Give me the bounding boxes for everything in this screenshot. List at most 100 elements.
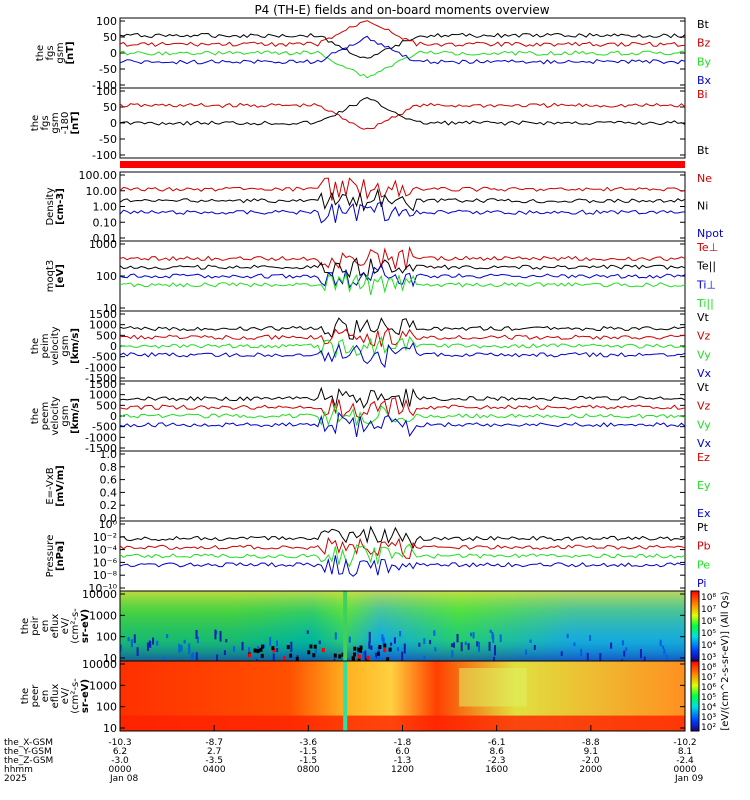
ion-noise-cell (621, 640, 624, 646)
ion-noise-cell (492, 634, 495, 643)
ion-dropout-cell (388, 647, 392, 652)
trace-Vy (119, 335, 686, 358)
legend-entry: Bt (697, 18, 710, 31)
trace-Vt (119, 317, 686, 340)
panel-3: 100.00 10.00 1.00 0.10 0.01 Density [cm-3] Ne Ni… (45, 169, 724, 245)
y-tick-label: 10.00 (86, 185, 118, 198)
legend-entry: Vz (697, 330, 711, 343)
y-tick-label: 1000 (89, 389, 117, 402)
ion-noise-cell (314, 649, 317, 654)
ion-dropout-cell (353, 652, 357, 657)
x-row-label: hhmm (4, 765, 33, 775)
ion-noise-cell (467, 643, 470, 650)
ion-noise-cell (133, 634, 136, 644)
y-axis-label-line: en (40, 620, 51, 633)
ion-noise-cell (241, 641, 244, 651)
y-axis-label-line: [nT] (70, 111, 81, 134)
colorbar-tick-label: 10³ (701, 653, 716, 663)
y-tick-label: 100.00 (79, 169, 118, 182)
legend-entry: Pi (697, 577, 706, 590)
legend-entry: Te|| (696, 260, 716, 273)
ion-noise-cell (368, 631, 371, 643)
ion-dropout-cell (272, 648, 276, 653)
legend-entry: Ti|| (696, 297, 714, 310)
trace-Vz (119, 327, 686, 347)
trace-Ni (119, 188, 686, 212)
y-axis-label-line: [km/s] (70, 398, 81, 434)
y-tick-label: 1000 (89, 238, 117, 251)
y-tick-label: 0.10 (93, 216, 118, 229)
x-row-value: -8.8 (582, 738, 600, 748)
x-row-value: -3.6 (300, 738, 318, 748)
legend-entry: Ez (697, 451, 710, 464)
ion-noise-cell (269, 636, 272, 646)
ion-dropout-cell (357, 654, 361, 659)
legend-entry: Pb (697, 540, 711, 553)
legend-entry: Npot (697, 227, 724, 240)
ion-noise-cell (494, 645, 497, 656)
trace-Te⊥ (119, 245, 686, 270)
trace-Bi (119, 102, 686, 130)
ion-noise-cell (191, 652, 194, 663)
ion-noise-cell (401, 651, 404, 661)
ion-noise-cell (183, 639, 186, 644)
ion-noise-cell (488, 641, 491, 651)
y-tick-label: 10000 (82, 658, 117, 671)
y-tick-label: 1.00 (93, 201, 118, 214)
ion-noise-cell (276, 640, 279, 647)
ion-noise-cell (453, 642, 456, 648)
ion-noise-cell (489, 629, 492, 633)
y-tick-label: 10⁰ (99, 518, 118, 531)
ion-noise-cell (195, 652, 198, 661)
ion-noise-cell (472, 632, 475, 639)
ion-noise-cell (148, 640, 151, 647)
colorbar-tick-label: 10⁵ (701, 629, 716, 639)
ion-noise-cell (433, 630, 436, 636)
ion-noise-cell (214, 629, 217, 640)
trace-Vz (119, 397, 686, 419)
trace-Bx (119, 35, 686, 65)
y-tick-label: 50 (103, 101, 117, 114)
trace-Vy (119, 403, 686, 426)
ion-noise-cell (195, 629, 198, 639)
ion-noise-cell (263, 644, 266, 649)
y-axis-label-line: the (30, 115, 41, 131)
colorbar (690, 590, 700, 662)
y-tick-label: 50 (103, 31, 117, 44)
y-axis-label-line: the (30, 408, 41, 424)
ion-noise-cell (190, 654, 193, 665)
ion-noise-cell (127, 637, 130, 642)
legend-entry: By (697, 55, 712, 68)
y-axis-label-line: eflux (50, 614, 61, 639)
trace-Te|| (119, 257, 686, 281)
ion-noise-cell (586, 652, 589, 661)
ion-dropout-cell (253, 648, 257, 653)
y-axis-label-line: gsm (60, 335, 71, 356)
trace-Ti⊥ (119, 263, 686, 289)
x-row-value: -1.8 (394, 738, 412, 748)
ion-noise-cell (662, 645, 665, 649)
y-tick-label: 0.4 (100, 486, 118, 499)
legend-entry: Vt (697, 311, 710, 324)
ion-noise-cell (476, 641, 479, 647)
ion-noise-cell (623, 650, 626, 657)
y-axis-label-line: E=-VxB (45, 467, 56, 504)
ion-noise-cell (146, 642, 149, 651)
ion-noise-cell (156, 640, 159, 646)
colorbar-tick-label: 10⁶ (701, 617, 716, 627)
legend-entry: Vy (697, 418, 711, 431)
ion-noise-cell (272, 653, 275, 664)
y-tick-label: -500 (92, 421, 117, 434)
electron-warm-region (459, 668, 527, 707)
y-axis-label-line: the (35, 45, 46, 61)
electron-low-energy-band (120, 715, 685, 731)
colorbar-tick-label: 10² (701, 723, 716, 733)
ion-noise-cell (573, 642, 576, 647)
y-axis-label-line: -180 (60, 112, 71, 135)
y-axis-label-line: sr-eV) (80, 679, 91, 713)
legend-entry: Ey (697, 479, 711, 492)
ion-noise-cell (136, 647, 139, 656)
